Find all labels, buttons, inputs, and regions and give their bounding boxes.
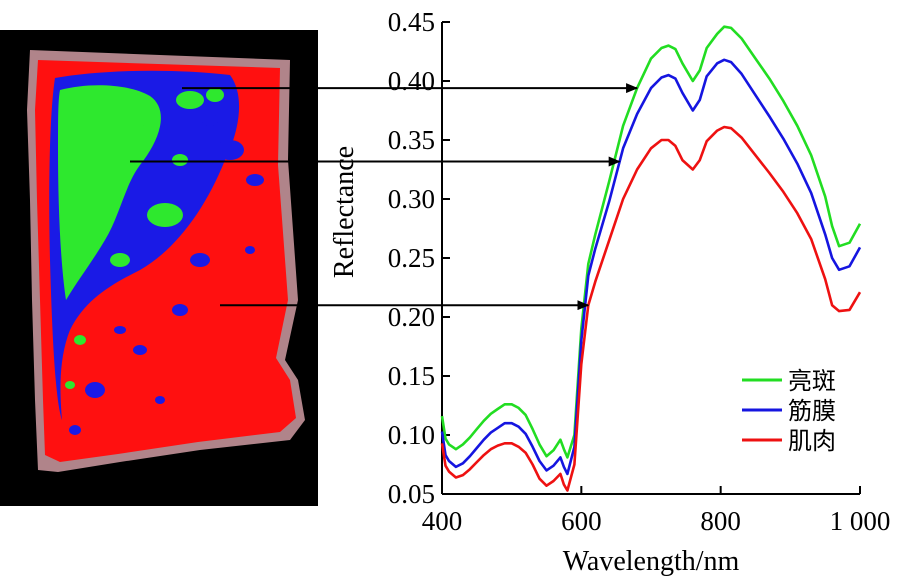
x-tick-label: 600 <box>561 506 602 536</box>
x-tick-label: 800 <box>700 506 741 536</box>
segmentation-image <box>0 30 318 506</box>
x-axis-label: Wavelength/nm <box>563 546 740 577</box>
y-tick-label: 0.25 <box>388 243 435 273</box>
y-tick-label: 0.45 <box>388 7 435 37</box>
legend-label: 筋膜 <box>788 398 836 425</box>
annotation-arrows <box>130 83 639 311</box>
legend-label: 亮斑 <box>788 368 836 395</box>
series-line <box>440 125 862 492</box>
y-axis-ticks: 0.05 0.10 0.15 0.20 0.25 0.30 0.35 0.40 0.45 <box>388 7 450 509</box>
y-tick-label: 0.40 <box>388 66 435 96</box>
legend-label: 肌肉 <box>788 428 836 455</box>
y-tick-label: 0.10 <box>388 420 435 450</box>
y-tick-label: 0.30 <box>388 184 435 214</box>
x-tick-label: 1 000 <box>830 506 891 536</box>
bright-spot-region <box>58 85 224 389</box>
y-tick-label: 0.35 <box>388 125 435 155</box>
y-tick-label: 0.15 <box>388 361 435 391</box>
series-line <box>440 25 862 459</box>
y-tick-label: 0.05 <box>388 479 435 509</box>
series-line <box>440 58 862 476</box>
x-axis-ticks: 400 600 800 1 000 <box>422 486 891 536</box>
reflectance-chart: 0.05 0.10 0.15 0.20 0.25 0.30 0.35 0.40 0.45 400… <box>130 7 890 577</box>
y-tick-label: 0.20 <box>388 302 435 332</box>
x-tick-label: 400 <box>422 506 463 536</box>
series-lines <box>440 25 862 492</box>
y-axis-label: Reflectance <box>329 146 360 278</box>
